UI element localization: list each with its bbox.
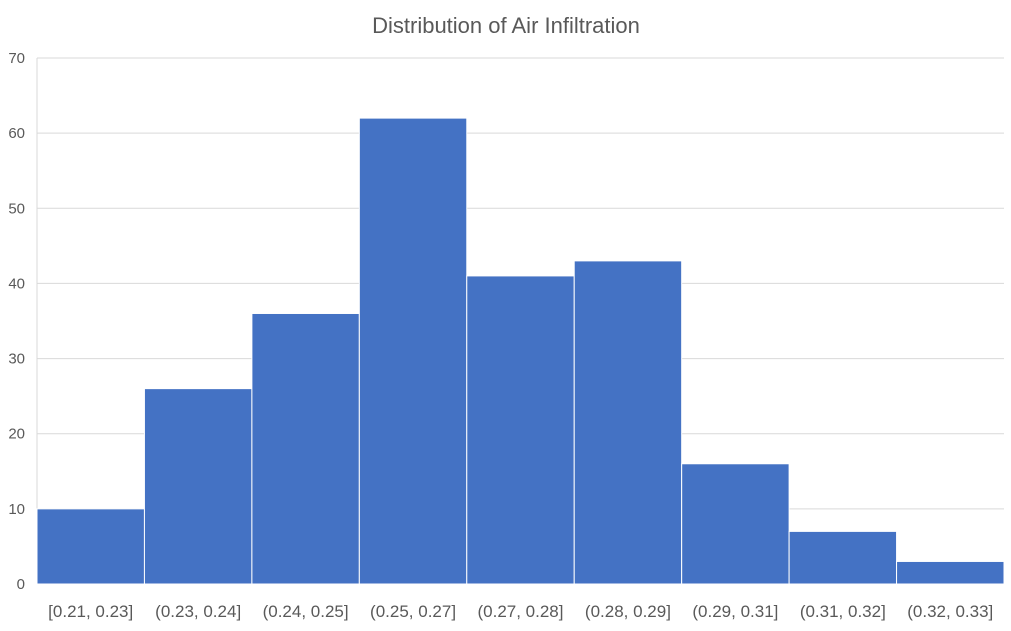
y-tick-label: 20 [8,426,25,443]
chart-title: Distribution of Air Infiltration [372,13,640,38]
x-category-label: (0.24, 0.25] [263,602,349,621]
y-tick-label: 40 [8,275,25,292]
x-category-label: (0.31, 0.32] [800,602,886,621]
y-tick-label: 30 [8,351,25,368]
bar-0 [36,508,145,585]
y-tick-label: 70 [8,50,25,67]
bar-7 [788,530,898,585]
y-tick-label: 0 [17,576,25,593]
x-category-label: (0.29, 0.31] [692,602,778,621]
histogram-bars [36,117,1005,585]
x-axis-category-labels: [0.21, 0.23] (0.23, 0.24] (0.24, 0.25] (0.2… [48,602,993,621]
bar-5 [573,260,683,585]
x-category-label: (0.28, 0.29] [585,602,671,621]
x-category-label: [0.21, 0.23] [48,602,133,621]
bar-3 [358,117,468,585]
x-category-label: (0.23, 0.24] [155,602,241,621]
y-tick-label: 50 [8,200,25,217]
y-tick-label: 10 [8,501,25,518]
y-tick-label: 60 [8,125,25,142]
bar-6 [681,463,790,585]
bar-4 [466,275,575,585]
x-category-label: (0.32, 0.33] [907,602,993,621]
y-axis-tick-labels: 0 10 20 30 40 50 60 70 [8,50,25,593]
x-category-label: (0.25, 0.27] [370,602,456,621]
bar-2 [251,312,360,585]
bar-1 [143,388,253,585]
bar-8 [896,560,1005,585]
x-category-label: (0.27, 0.28] [477,602,563,621]
